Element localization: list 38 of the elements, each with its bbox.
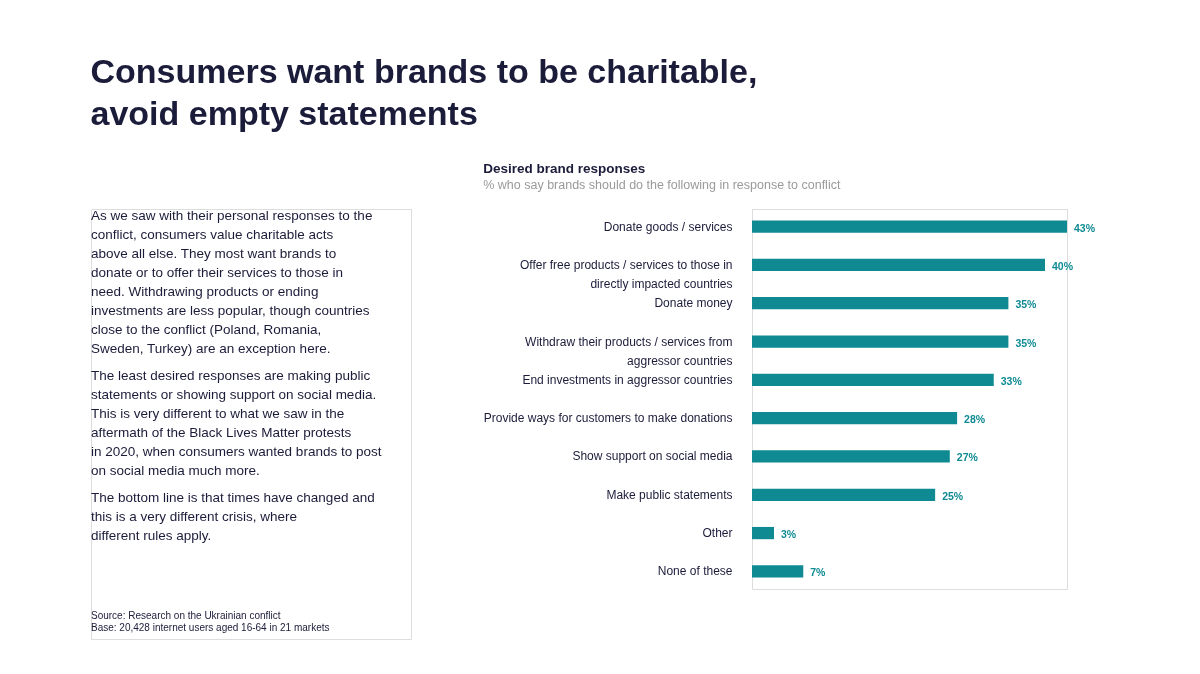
text: Desired brand responses <box>483 161 646 176</box>
y-tick-label: Provide ways for customers to make donations <box>483 411 733 426</box>
data-label: 40% <box>1052 259 1074 272</box>
y-tick-label: Make public statements <box>606 487 733 502</box>
data-label: 27% <box>956 451 979 464</box>
data-label: 35% <box>1015 336 1038 349</box>
bar <box>752 258 1046 272</box>
data-label: 25% <box>942 489 964 502</box>
text: % who say brands should do the following in response to conflict <box>483 177 841 192</box>
y-tick-label: Withdraw their products / services from aggressor countries <box>525 334 733 368</box>
data-label: 33% <box>1000 374 1023 387</box>
bar <box>752 220 1067 233</box>
bar <box>752 412 958 425</box>
bar <box>752 297 1009 310</box>
text: Base: 20,428 internet users aged 16-64 in 21 markets <box>91 622 330 633</box>
y-tick-label: Show support on social media <box>572 449 733 464</box>
text: Consumers want brands to be charitable, avoid empty statements <box>90 51 758 132</box>
bar <box>752 335 1009 348</box>
data-label: 35% <box>1015 298 1038 311</box>
text: As we saw with their personal responses to the conflict, consumers value charitable acts above all else. They most want brands to donate or to offer their services to those in need. Withdrawing products or ending investments are less popular, though countries close to the conflict (Poland, Romania, Sweden, Turkey) are an exception here. <box>91 208 373 356</box>
source-note: Source: Research on the Ukrainian conflict <box>91 610 281 621</box>
y-tick-label: Other <box>702 526 733 541</box>
bar <box>752 488 936 501</box>
y-tick-label: None of these <box>657 564 733 579</box>
text: The least desired responses are making public statements or showing support on social media. This is very different to what we saw in the aftermath of the Black Lives Matter protests in 2020, when consumers wanted brands to post on social media much more. <box>91 368 382 478</box>
text: The bottom line is that times have changed and this is a very different crisis, where different rules apply. <box>91 490 375 543</box>
data-label: 43% <box>1074 221 1096 234</box>
data-label: 7% <box>810 566 827 579</box>
data-label: 3% <box>780 528 797 541</box>
data-label: 28% <box>964 413 986 426</box>
bar <box>752 565 804 578</box>
bar <box>752 526 774 540</box>
bar <box>752 373 994 386</box>
bar <box>752 450 950 463</box>
y-tick-label: Donate money <box>654 296 733 311</box>
y-tick-label: Donate goods / services <box>603 219 733 234</box>
y-tick-label: Offer free products / services to those in directly impacted countries <box>519 257 733 291</box>
y-tick-label: End investments in aggressor countries <box>522 372 733 387</box>
